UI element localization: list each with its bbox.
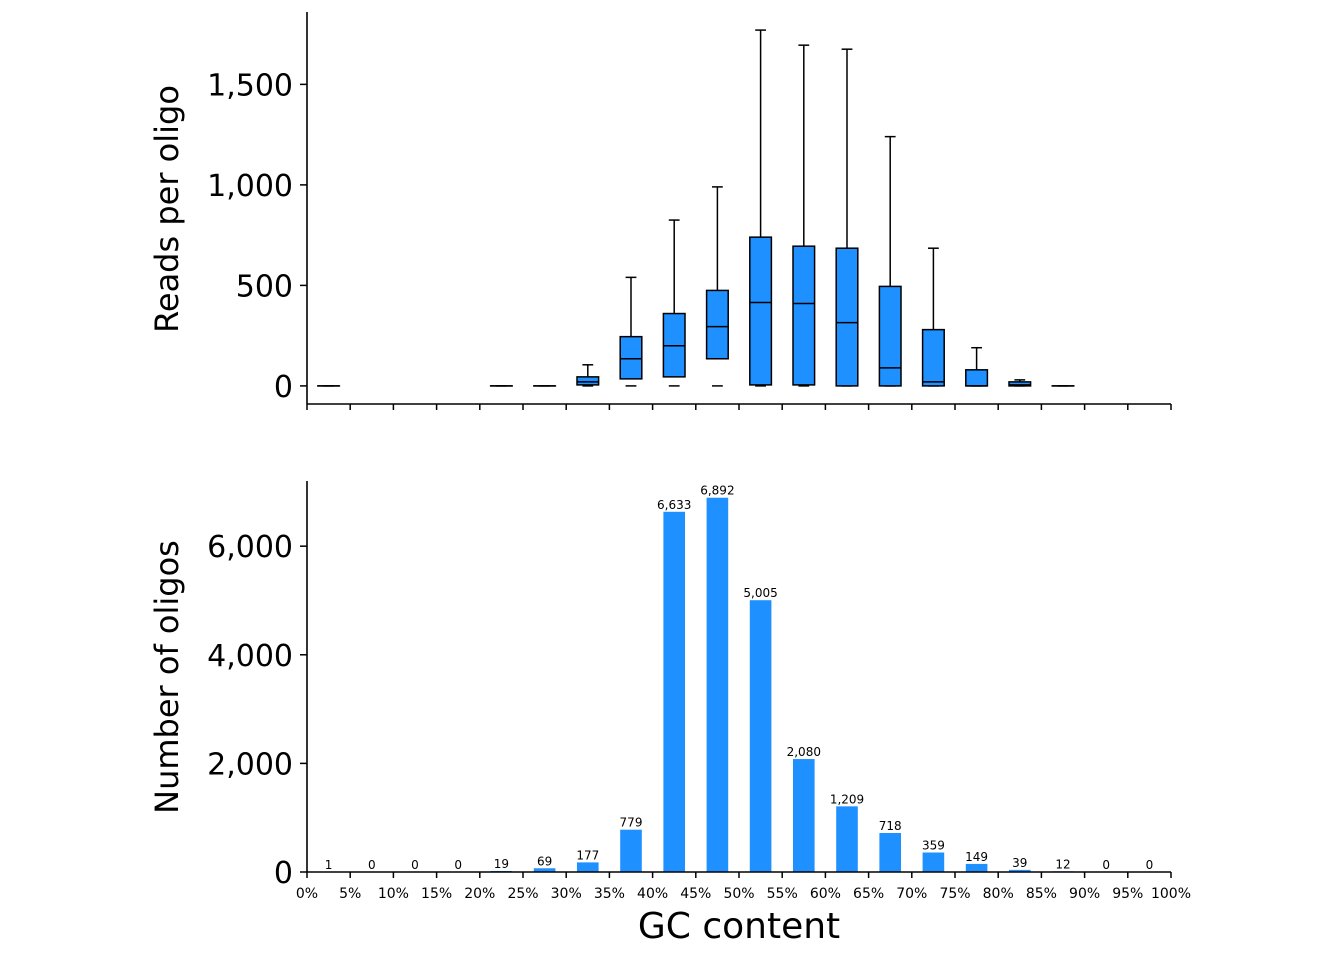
box-iqr [619,335,643,380]
bar-x-tick-label: 65% [853,886,884,902]
box-y-axis-label: Reads per oligo [148,85,186,333]
box-iqr [792,245,816,386]
bar-value-label-3: 0 [454,858,462,872]
bar-14 [922,852,945,872]
box-iqr [921,328,945,387]
bar-x-tick-label: 55% [767,886,798,902]
bar-y-tick-label: 0 [274,856,293,891]
box-9 [835,48,859,387]
bar-x-tick-label: 10% [378,886,409,902]
box-3 [576,364,600,387]
bar-y-tick-label: 2,000 [207,747,293,782]
bar-x-tick-label: 85% [1026,886,1057,902]
bar-x-tick-label: 5% [339,886,361,902]
bar-x-tick-label: 90% [1069,886,1100,902]
bar-value-label-5: 69 [537,854,552,868]
bar-value-label-16: 39 [1012,856,1027,870]
bar-x-tick-label: 70% [896,886,927,902]
bar-x-tick-label: 95% [1112,886,1143,902]
box-y-tick-label: 0 [274,370,293,405]
box-iqr [705,289,729,360]
box-13 [1008,379,1032,387]
bar-y-axis-label: Number of oligos [148,540,186,814]
bar-x-tick-label: 80% [983,886,1014,902]
bar-11 [793,759,815,872]
box-11 [921,247,945,387]
box-plot-panel: 0 500 1,000 1,500 Reads per oligo [148,12,1172,410]
box-5 [662,219,686,387]
bar-6 [577,862,599,872]
bar-x-tick-label: 30% [551,886,582,902]
bar-9 [706,497,729,872]
box-12 [965,346,989,387]
bar-value-label-4: 19 [494,857,509,871]
box-iqr [1008,381,1032,387]
box-iqr [576,376,600,386]
bar-marks [317,497,1074,872]
bar-8 [663,511,685,872]
bar-value-label-0: 1 [325,858,333,872]
bar-value-label-2: 0 [411,858,419,872]
box-marks [317,29,1075,387]
bar-y-tick-label: 6,000 [207,530,293,565]
box-y-ticks: 0 500 1,000 1,500 [207,68,307,405]
box-y-tick-label: 500 [236,269,293,304]
bar-x-tick-label: 25% [507,886,538,902]
bar-x-ticks: 0% 5% 10% 15% 20% 25% 30% 35% 40% 45% 50% 55% 60% 65%… [296,872,1191,902]
bar-value-label-9: 6,892 [700,484,734,498]
bar-value-label-10: 5,005 [743,586,777,600]
box-y-tick-label: 1,500 [207,68,293,103]
bar-x-tick-label: 15% [421,886,452,902]
bar-value-label-13: 718 [879,819,902,833]
bar-7 [620,829,642,872]
box-10 [878,135,902,387]
bar-value-label-19: 0 [1146,858,1154,872]
bar-value-label-18: 0 [1102,858,1110,872]
bar-x-tick-label: 20% [464,886,495,902]
bar-x-tick-label: 35% [594,886,625,902]
bar-chart-panel: 1 0 0 0 19 69 177 779 6,633 6,892 5,005 2,080 1,209 7… [148,481,1191,947]
bar-x-tick-label: 100% [1151,886,1191,902]
bar-16 [1009,869,1031,872]
box-4 [619,276,643,387]
bar-x-tick-label: 40% [637,886,668,902]
box-7 [749,29,773,387]
box-x-ticks [306,404,1172,410]
bar-13 [879,833,901,872]
bar-10 [749,600,772,872]
bar-x-tick-label: 50% [723,886,754,902]
box-iqr [749,236,773,386]
bar-value-label-17: 12 [1055,857,1070,871]
box-iqr [878,285,902,387]
bar-value-label-7: 779 [620,816,643,830]
bar-15 [965,863,988,872]
box-8 [792,44,816,387]
bar-12 [836,806,858,872]
bar-5 [533,868,556,872]
bar-value-label-15: 149 [965,850,988,864]
bar-value-label-6: 177 [576,848,599,862]
bar-value-labels: 1 0 0 0 19 69 177 779 6,633 6,892 5,005 2,080 1,209 7… [325,484,1153,872]
bar-value-label-1: 0 [368,858,376,872]
bar-value-label-12: 1,209 [830,792,864,806]
box-iqr [965,369,989,387]
bar-x-tick-label: 60% [810,886,841,902]
box-iqr [835,247,859,387]
bar-value-label-14: 359 [922,839,945,853]
bar-value-label-8: 6,633 [657,498,691,512]
bar-x-tick-label: 0% [296,886,318,902]
bar-y-ticks: 0 2,000 4,000 6,000 [207,530,307,891]
bar-x-tick-label: 75% [939,886,970,902]
bar-x-tick-label: 45% [680,886,711,902]
bar-y-tick-label: 4,000 [207,639,293,674]
box-y-tick-label: 1,000 [207,169,293,204]
box-6 [705,186,729,387]
bar-value-label-11: 2,080 [787,745,821,759]
bar-x-axis-label: GC content [638,906,840,947]
